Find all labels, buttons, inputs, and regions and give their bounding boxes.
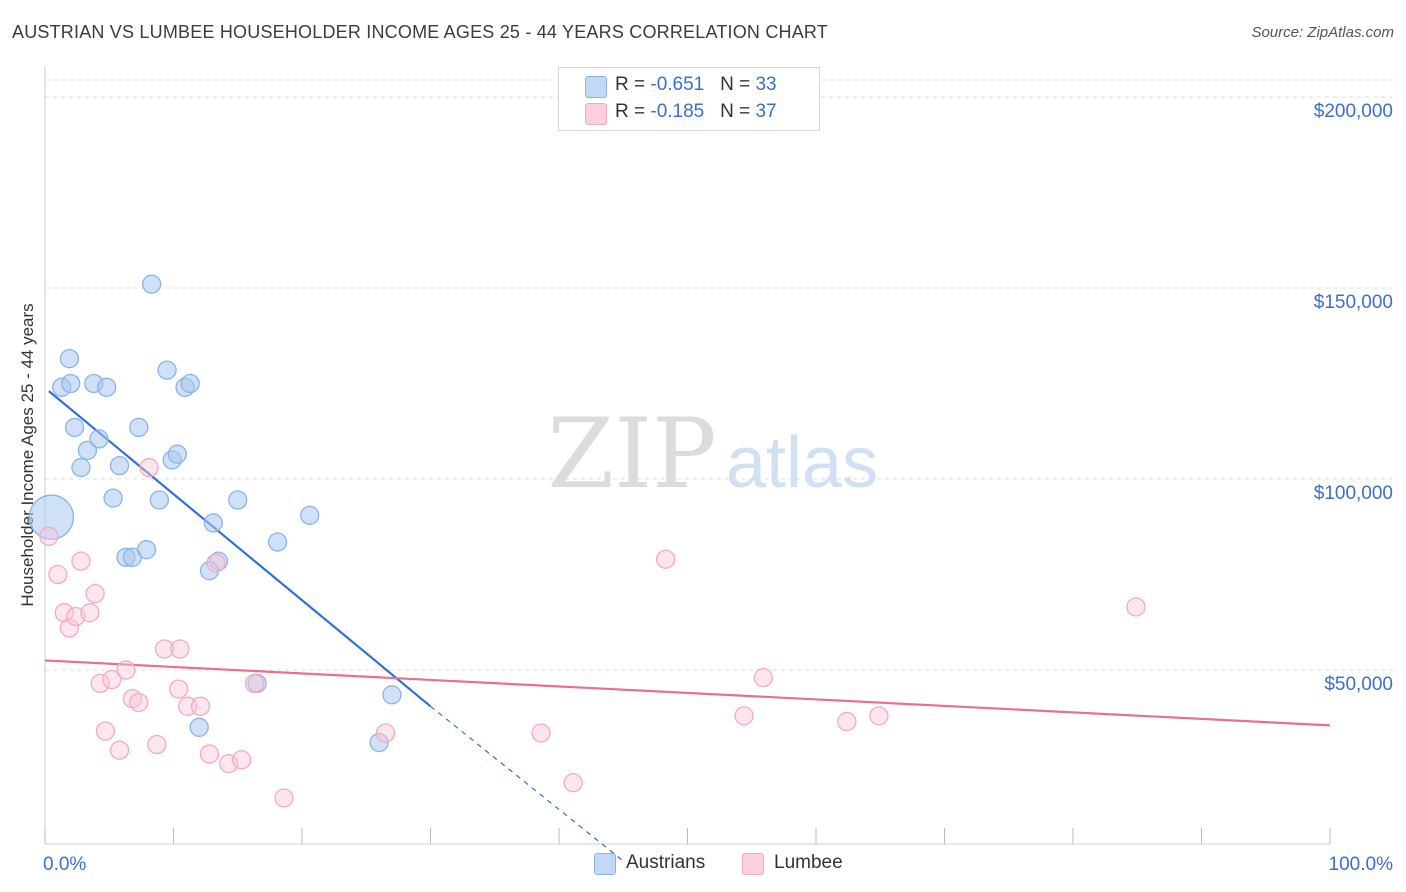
y-tick-label: $100,000 — [1314, 483, 1393, 504]
austrians-n-value: 33 — [755, 74, 777, 95]
chart-title: AUSTRIAN VS LUMBEE HOUSEHOLDER INCOME AG… — [12, 22, 828, 42]
austrians-point — [189, 717, 209, 737]
austrians-point — [61, 373, 81, 394]
austrians-point — [300, 505, 320, 525]
lumbee-legend-swatch — [742, 853, 764, 875]
lumbee-point — [531, 723, 551, 743]
austrians-trend-line — [48, 390, 432, 708]
austrians-point — [203, 513, 223, 533]
lumbee-point — [170, 639, 190, 659]
austrians-point — [71, 457, 91, 478]
lumbee-point — [563, 773, 583, 793]
lumbee-point — [54, 603, 74, 623]
watermark-atlas: atlas — [726, 423, 878, 503]
r-label: R = — [615, 101, 651, 122]
lumbee-point — [199, 744, 220, 764]
austrians-legend-swatch — [594, 853, 616, 875]
lumbee-point — [109, 740, 130, 760]
lumbee-point — [1126, 597, 1146, 617]
austrians-point — [77, 440, 98, 461]
austrians-point — [369, 732, 389, 753]
lumbee-point — [66, 606, 86, 627]
austrians-point — [267, 532, 288, 552]
trend-lines — [44, 390, 1331, 862]
watermark: ZIP atlas — [547, 398, 878, 510]
lumbee-point — [71, 551, 91, 571]
austrians-point — [199, 561, 220, 581]
lumbee-point — [168, 679, 189, 699]
tick-labels: $50,000 $100,000 $150,000 $200,000 0.0% 100.0… — [43, 101, 1393, 875]
grid-lines — [45, 79, 1395, 671]
watermark-zip: ZIP — [547, 398, 716, 510]
lumbee-legend-label: Lumbee — [774, 852, 843, 873]
lumbee-swatch — [585, 103, 607, 125]
austrians-r-value: -0.651 — [650, 74, 705, 95]
austrians-legend-label: Austrians — [626, 852, 706, 873]
lumbee-point — [753, 667, 773, 688]
lumbee-point — [869, 706, 889, 726]
source-label: Source: ZipAtlas.com — [1251, 24, 1394, 41]
lumbee-point — [656, 549, 676, 569]
austrians-point — [142, 274, 162, 294]
lumbee-trend-line — [44, 659, 1331, 727]
austrians-point — [97, 377, 117, 397]
axes — [44, 66, 1331, 845]
correlation-legend: R = -0.651 N = 33 R = -0.185 N = 37 — [558, 67, 820, 131]
lumbee-point — [206, 553, 226, 573]
lumbee-point — [139, 457, 159, 478]
lumbee-point — [102, 669, 122, 690]
r-label: R = — [615, 74, 651, 95]
lumbee-point — [90, 673, 110, 694]
lumbee-point — [48, 564, 68, 585]
x-tick-label-min: 0.0% — [43, 854, 86, 875]
lumbee-point — [244, 673, 265, 694]
x-tick-label-max: 100.0% — [1329, 854, 1394, 875]
lumbee-point — [85, 583, 105, 604]
austrians-swatch — [585, 76, 607, 98]
lumbee-point — [39, 526, 59, 546]
austrians-point — [89, 429, 109, 449]
austrians-point — [28, 494, 75, 540]
lumbee-point — [837, 711, 857, 732]
lumbee-n-value: 37 — [755, 101, 777, 122]
n-label: N = — [720, 74, 756, 95]
austrians-point — [64, 417, 85, 438]
lumbee-point — [116, 660, 136, 680]
austrians-point — [228, 490, 248, 510]
n-label: N = — [720, 101, 756, 122]
austrians-point — [382, 685, 402, 705]
austrians-point — [136, 540, 157, 560]
austrians-point — [109, 455, 130, 476]
austrians-trend-extension — [430, 705, 624, 862]
lumbee-point — [59, 618, 80, 638]
lumbee-point — [231, 750, 252, 770]
lumbee-point — [95, 721, 116, 741]
austrians-point — [157, 360, 177, 380]
lumbee-point — [734, 706, 754, 726]
lumbee-r-value: -0.185 — [650, 101, 705, 122]
y-tick-label: $200,000 — [1314, 101, 1393, 122]
austrians-point — [180, 373, 200, 394]
lumbee-point — [190, 696, 211, 716]
austrians-point — [149, 490, 170, 510]
lumbee-point — [274, 788, 294, 808]
austrians-point — [129, 417, 149, 438]
lumbee-point — [80, 603, 100, 623]
austrians-point — [103, 488, 123, 508]
lumbee-point — [147, 734, 167, 755]
lumbee-point — [129, 692, 149, 713]
y-tick-label: $150,000 — [1314, 292, 1393, 313]
data-points — [28, 274, 1146, 808]
y-tick-label: $50,000 — [1324, 674, 1393, 695]
lumbee-point — [154, 639, 175, 659]
austrians-point — [59, 349, 80, 369]
austrians-point — [167, 444, 188, 464]
lumbee-point — [375, 723, 396, 743]
